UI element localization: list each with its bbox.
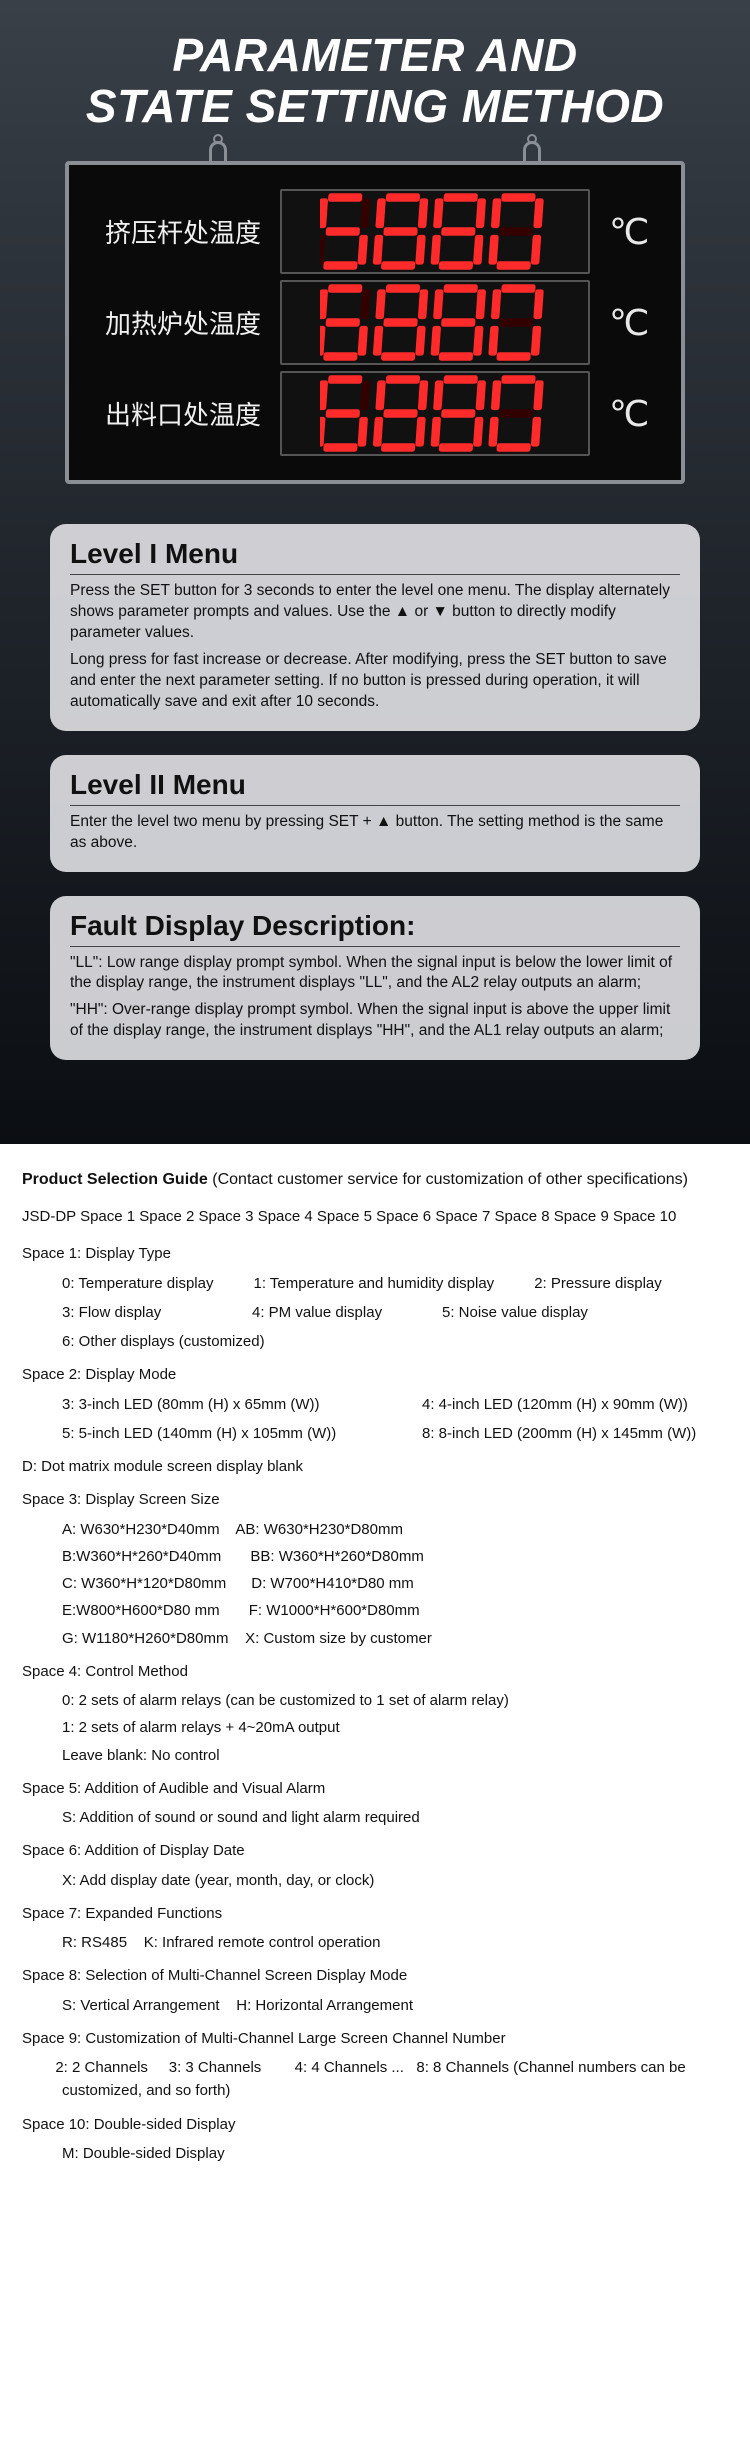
panel-text: "LL": Low range display prompt symbol. W…	[70, 953, 680, 995]
guide-options: 3: 3-inch LED (80mm (H) x 65mm (W)) 4: 4-…	[22, 1393, 728, 1446]
guide-option: 2: 2 Channels 3: 3 Channels 4: 4 Channel…	[22, 2056, 728, 2103]
guide-space: Space 3: Display Screen Size A: W630*H230…	[22, 1488, 728, 1650]
device-row-label: 加热炉处温度	[91, 304, 271, 341]
panel-text: Press the SET button for 3 seconds to en…	[70, 581, 680, 644]
guide-space-header: Space 1: Display Type	[22, 1242, 728, 1265]
guide-option: B:W360*H*260*D40mm BB: W360*H*260*D80mm	[22, 1545, 728, 1568]
panel-title: Level II Menu	[70, 769, 680, 806]
panel-text: Long press for fast increase or decrease…	[70, 650, 680, 713]
digit-display	[280, 280, 590, 365]
guide-space-header: Space 4: Control Method	[22, 1660, 728, 1683]
guide-option: 1: Temperature and humidity display	[253, 1272, 494, 1295]
guide-space-header: Space 9: Customization of Multi-Channel …	[22, 2027, 728, 2050]
guide-option: 3: Flow display	[62, 1301, 212, 1324]
guide-space: Space 4: Control Method 0: 2 sets of alar…	[22, 1660, 728, 1767]
guide-space: Space 2: Display Mode 3: 3-inch LED (80mm…	[22, 1363, 728, 1478]
info-panel: Fault Display Description: "LL": Low rang…	[50, 896, 700, 1061]
guide-space-header: Space 2: Display Mode	[22, 1363, 728, 1386]
unit-label: ℃	[609, 393, 659, 435]
guide-title-rest: (Contact customer service for customizat…	[208, 1171, 688, 1188]
guide-option: 0: 2 sets of alarm relays (can be custom…	[22, 1689, 728, 1712]
hero-title: PARAMETER AND STATE SETTING METHOD	[20, 30, 730, 131]
guide-space-header: Space 6: Addition of Display Date	[22, 1839, 728, 1862]
guide-space: Space 1: Display Type 0: Temperature disp…	[22, 1242, 728, 1353]
guide-option: 4: PM value display	[252, 1301, 402, 1324]
guide-space: Space 5: Addition of Audible and Visual …	[22, 1777, 728, 1830]
digit-display	[280, 189, 590, 274]
guide-option: 3: 3-inch LED (80mm (H) x 65mm (W))	[62, 1393, 342, 1416]
guide-option: 6: Other displays (customized)	[62, 1330, 265, 1353]
guide-option: A: W630*H230*D40mm AB: W630*H230*D80mm	[22, 1518, 728, 1541]
hanger-left-icon	[209, 141, 227, 165]
guide-option: R: RS485 K: Infrared remote control oper…	[22, 1931, 728, 1954]
hero-section: PARAMETER AND STATE SETTING METHOD 挤压杆处温…	[0, 0, 750, 1144]
guide-title: Product Selection Guide (Contact custome…	[22, 1168, 728, 1193]
info-panel: Level I Menu Press the SET button for 3 s…	[50, 524, 700, 731]
guide-space: Space 7: Expanded Functions R: RS485 K: I…	[22, 1902, 728, 1955]
guide-option: Leave blank: No control	[22, 1744, 728, 1767]
guide-option: G: W1180*H260*D80mm X: Custom size by cu…	[22, 1627, 728, 1650]
guide-option: M: Double-sided Display	[22, 2142, 728, 2165]
device-row: 挤压杆处温度	[91, 189, 659, 274]
hanger-right-icon	[523, 141, 541, 165]
guide-option: 5: 5-inch LED (140mm (H) x 105mm (W))	[62, 1422, 342, 1445]
guide-option: 0: Temperature display	[62, 1272, 213, 1295]
device-row: 出料口处温度	[91, 371, 659, 456]
unit-label: ℃	[609, 211, 659, 253]
guide-option: 4: 4-inch LED (120mm (H) x 90mm (W))	[422, 1393, 702, 1416]
device-row: 加热炉处温度	[91, 280, 659, 365]
hero-title-line2: STATE SETTING METHOD	[86, 80, 664, 132]
guide-space: Space 6: Addition of Display Date X: Add …	[22, 1839, 728, 1892]
guide-option: E:W800*H600*D80 mm F: W1000*H*600*D80mm	[22, 1599, 728, 1622]
info-panel: Level II Menu Enter the level two menu by…	[50, 755, 700, 872]
guide-option: 1: 2 sets of alarm relays + 4~20mA outpu…	[22, 1716, 728, 1739]
guide-option: 8: 8-inch LED (200mm (H) x 145mm (W))	[422, 1422, 702, 1445]
digit-display	[280, 371, 590, 456]
guide-option: S: Vertical Arrangement H: Horizontal Ar…	[22, 1994, 728, 2017]
panel-text: "HH": Over-range display prompt symbol. …	[70, 1000, 680, 1042]
guide-option: X: Add display date (year, month, day, o…	[22, 1869, 728, 1892]
hero-title-line1: PARAMETER AND	[172, 29, 577, 81]
device-panel: 挤压杆处温度	[65, 161, 685, 484]
guide-space: Space 9: Customization of Multi-Channel …	[22, 2027, 728, 2103]
guide-space: Space 8: Selection of Multi-Channel Scre…	[22, 1964, 728, 2017]
selection-guide: Product Selection Guide (Contact custome…	[0, 1144, 750, 2235]
guide-option: C: W360*H*120*D80mm D: W700*H410*D80 mm	[22, 1572, 728, 1595]
device-row-label: 出料口处温度	[91, 395, 271, 432]
panel-title: Level I Menu	[70, 538, 680, 575]
guide-space-header: Space 3: Display Screen Size	[22, 1488, 728, 1511]
panel-title: Fault Display Description:	[70, 910, 680, 947]
panel-text: Enter the level two menu by pressing SET…	[70, 812, 680, 854]
guide-option: 2: Pressure display	[534, 1272, 684, 1295]
guide-space-header: Space 5: Addition of Audible and Visual …	[22, 1777, 728, 1800]
guide-space: Space 10: Double-sided Display M: Double-…	[22, 2113, 728, 2166]
guide-option: D: Dot matrix module screen display blan…	[22, 1455, 728, 1478]
guide-options: 0: Temperature display 1: Temperature and…	[22, 1272, 728, 1354]
guide-option: 5: Noise value display	[442, 1301, 592, 1324]
guide-space-header: Space 10: Double-sided Display	[22, 2113, 728, 2136]
guide-space-header: Space 7: Expanded Functions	[22, 1902, 728, 1925]
guide-space-header: Space 8: Selection of Multi-Channel Scre…	[22, 1964, 728, 1987]
unit-label: ℃	[609, 302, 659, 344]
guide-title-bold: Product Selection Guide	[22, 1171, 208, 1188]
guide-code-line: JSD-DP Space 1 Space 2 Space 3 Space 4 S…	[22, 1205, 728, 1228]
guide-option: S: Addition of sound or sound and light …	[22, 1806, 728, 1829]
device-row-label: 挤压杆处温度	[91, 213, 271, 250]
